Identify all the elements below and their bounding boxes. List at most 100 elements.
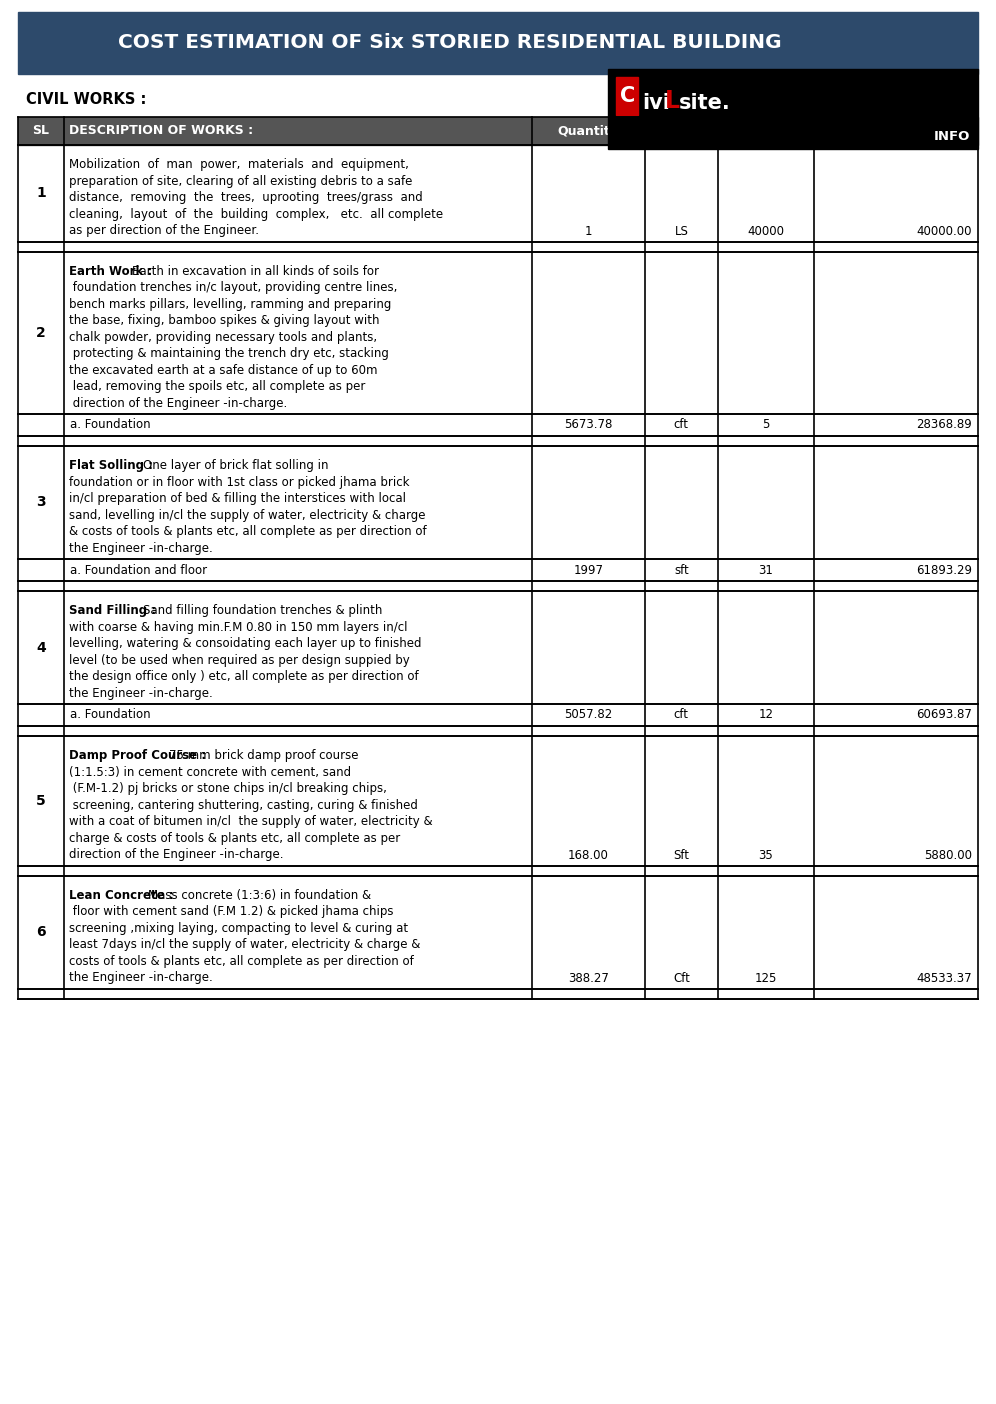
Bar: [18, 13, 978, 74]
Bar: [18, 703, 978, 726]
Bar: [18, 988, 978, 998]
Text: 12: 12: [758, 709, 773, 722]
Text: 1: 1: [585, 225, 592, 239]
Text: 75 mm brick damp proof course: 75 mm brick damp proof course: [169, 750, 359, 762]
Text: 3: 3: [36, 496, 46, 510]
Text: Sft: Sft: [673, 849, 689, 862]
Text: the base, fixing, bamboo spikes & giving layout with: the base, fixing, bamboo spikes & giving…: [69, 314, 379, 327]
Text: 31: 31: [758, 563, 773, 577]
Bar: [18, 446, 978, 559]
Text: foundation or in floor with 1st class or picked jhama brick: foundation or in floor with 1st class or…: [69, 476, 409, 489]
Text: L: L: [664, 88, 679, 112]
Text: RATE: RATE: [748, 125, 784, 138]
Text: (1:1.5:3) in cement concrete with cement, sand: (1:1.5:3) in cement concrete with cement…: [69, 765, 352, 779]
Text: ivi: ivi: [642, 93, 670, 112]
Text: Earth in excavation in all kinds of soils for: Earth in excavation in all kinds of soil…: [132, 264, 379, 278]
Text: cleaning,  layout  of  the  building  complex,   etc.  all complete: cleaning, layout of the building complex…: [69, 208, 443, 220]
Text: Sand filling foundation trenches & plinth: Sand filling foundation trenches & plint…: [142, 604, 382, 616]
Text: Lean Concrete :: Lean Concrete :: [69, 889, 173, 901]
Text: 35: 35: [759, 849, 773, 862]
Text: 5: 5: [36, 793, 46, 807]
Text: 5057.82: 5057.82: [564, 709, 613, 722]
Text: the design office only ) etc, all complete as per direction of: the design office only ) etc, all comple…: [69, 670, 418, 684]
Bar: [18, 581, 978, 591]
Bar: [18, 591, 978, 703]
Text: least 7days in/cl the supply of water, electricity & charge &: least 7days in/cl the supply of water, e…: [69, 938, 420, 951]
Bar: [18, 145, 978, 241]
Text: LS: LS: [674, 225, 688, 239]
Text: 2: 2: [36, 326, 46, 340]
Bar: [18, 876, 978, 988]
Text: 61893.29: 61893.29: [916, 563, 972, 577]
Text: 28368.89: 28368.89: [916, 418, 972, 431]
Text: Flat Solling :: Flat Solling :: [69, 459, 153, 472]
Text: 5673.78: 5673.78: [564, 418, 613, 431]
Text: One layer of brick flat solling in: One layer of brick flat solling in: [142, 459, 329, 472]
Text: 1997: 1997: [574, 563, 604, 577]
Text: direction of the Engineer -in-charge.: direction of the Engineer -in-charge.: [69, 396, 287, 410]
Text: COST ESTIMATION OF Six STORIED RESIDENTIAL BUILDING: COST ESTIMATION OF Six STORIED RESIDENTI…: [119, 34, 782, 52]
Text: direction of the Engineer -in-charge.: direction of the Engineer -in-charge.: [69, 848, 284, 861]
Text: sft: sft: [674, 563, 689, 577]
Text: 5: 5: [762, 418, 770, 431]
Text: costs of tools & plants etc, all complete as per direction of: costs of tools & plants etc, all complet…: [69, 955, 413, 967]
Text: the Engineer -in-charge.: the Engineer -in-charge.: [69, 687, 213, 699]
Text: 6: 6: [36, 925, 46, 939]
Text: C: C: [620, 86, 635, 105]
Text: site.: site.: [678, 93, 730, 112]
Text: CIVIL WORKS :: CIVIL WORKS :: [26, 93, 146, 107]
Text: 40000: 40000: [747, 225, 784, 239]
Text: preparation of site, clearing of all existing debris to a safe: preparation of site, clearing of all exi…: [69, 174, 412, 188]
Text: chalk powder, providing necessary tools and plants,: chalk powder, providing necessary tools …: [69, 330, 377, 344]
Bar: [18, 251, 978, 414]
Text: cft: cft: [674, 418, 689, 431]
Text: the Engineer -in-charge.: the Engineer -in-charge.: [69, 972, 213, 984]
Bar: [18, 414, 978, 437]
Bar: [617, 77, 638, 115]
Text: Mass concrete (1:3:6) in foundation &: Mass concrete (1:3:6) in foundation &: [148, 889, 372, 901]
Text: charge & costs of tools & plants etc, all complete as per: charge & costs of tools & plants etc, al…: [69, 831, 400, 845]
Text: 48533.37: 48533.37: [916, 972, 972, 986]
Bar: [18, 726, 978, 736]
Text: Cft: Cft: [673, 972, 690, 986]
Text: INFO: INFO: [933, 131, 970, 143]
Bar: [18, 437, 978, 446]
Text: SL: SL: [33, 125, 50, 138]
Text: a. Foundation: a. Foundation: [70, 709, 150, 722]
Text: as per direction of the Engineer.: as per direction of the Engineer.: [69, 225, 259, 237]
Text: with coarse & having min.F.M 0.80 in 150 mm layers in/cl: with coarse & having min.F.M 0.80 in 150…: [69, 621, 407, 633]
Text: Unite: Unite: [662, 125, 700, 138]
Text: Mobilization  of  man  power,  materials  and  equipment,: Mobilization of man power, materials and…: [69, 159, 409, 171]
Text: foundation trenches in/c layout, providing centre lines,: foundation trenches in/c layout, providi…: [69, 281, 397, 293]
Text: Earth Work :: Earth Work :: [69, 264, 152, 278]
Bar: [18, 865, 978, 876]
Text: the Engineer -in-charge.: the Engineer -in-charge.: [69, 542, 213, 555]
Bar: [18, 117, 978, 145]
Text: a. Foundation: a. Foundation: [70, 418, 150, 431]
Text: floor with cement sand (F.M 1.2) & picked jhama chips: floor with cement sand (F.M 1.2) & picke…: [69, 906, 393, 918]
Bar: [609, 69, 978, 149]
Text: 5880.00: 5880.00: [924, 849, 972, 862]
Text: distance,  removing  the  trees,  uprooting  trees/grass  and: distance, removing the trees, uprooting …: [69, 191, 423, 204]
Text: in/cl preparation of bed & filling the interstices with local: in/cl preparation of bed & filling the i…: [69, 491, 406, 505]
Text: screening ,mixing laying, compacting to level & curing at: screening ,mixing laying, compacting to …: [69, 921, 408, 935]
Text: cft: cft: [674, 709, 689, 722]
Text: bench marks pillars, levelling, ramming and preparing: bench marks pillars, levelling, ramming …: [69, 298, 391, 310]
Text: DESCRIPTION OF WORKS :: DESCRIPTION OF WORKS :: [69, 125, 253, 138]
Text: 4: 4: [36, 640, 46, 654]
Text: & costs of tools & plants etc, all complete as per direction of: & costs of tools & plants etc, all compl…: [69, 525, 426, 538]
Text: 125: 125: [755, 972, 777, 986]
Text: with a coat of bitumen in/cl  the supply of water, electricity &: with a coat of bitumen in/cl the supply …: [69, 816, 432, 828]
Text: 1: 1: [36, 187, 46, 201]
Text: lead, removing the spoils etc, all complete as per: lead, removing the spoils etc, all compl…: [69, 380, 366, 393]
Bar: [18, 241, 978, 251]
Text: levelling, watering & consoidating each layer up to finished: levelling, watering & consoidating each …: [69, 637, 421, 650]
Text: Damp Proof Course :: Damp Proof Course :: [69, 750, 206, 762]
Text: sand, levelling in/cl the supply of water, electricity & charge: sand, levelling in/cl the supply of wate…: [69, 508, 425, 521]
Text: the excavated earth at a safe distance of up to 60m: the excavated earth at a safe distance o…: [69, 364, 377, 376]
Text: Sand Filling :: Sand Filling :: [69, 604, 156, 616]
Text: 168.00: 168.00: [568, 849, 609, 862]
Text: 60693.87: 60693.87: [916, 709, 972, 722]
Text: protecting & maintaining the trench dry etc, stacking: protecting & maintaining the trench dry …: [69, 347, 389, 359]
Text: a. Foundation and floor: a. Foundation and floor: [70, 563, 207, 577]
